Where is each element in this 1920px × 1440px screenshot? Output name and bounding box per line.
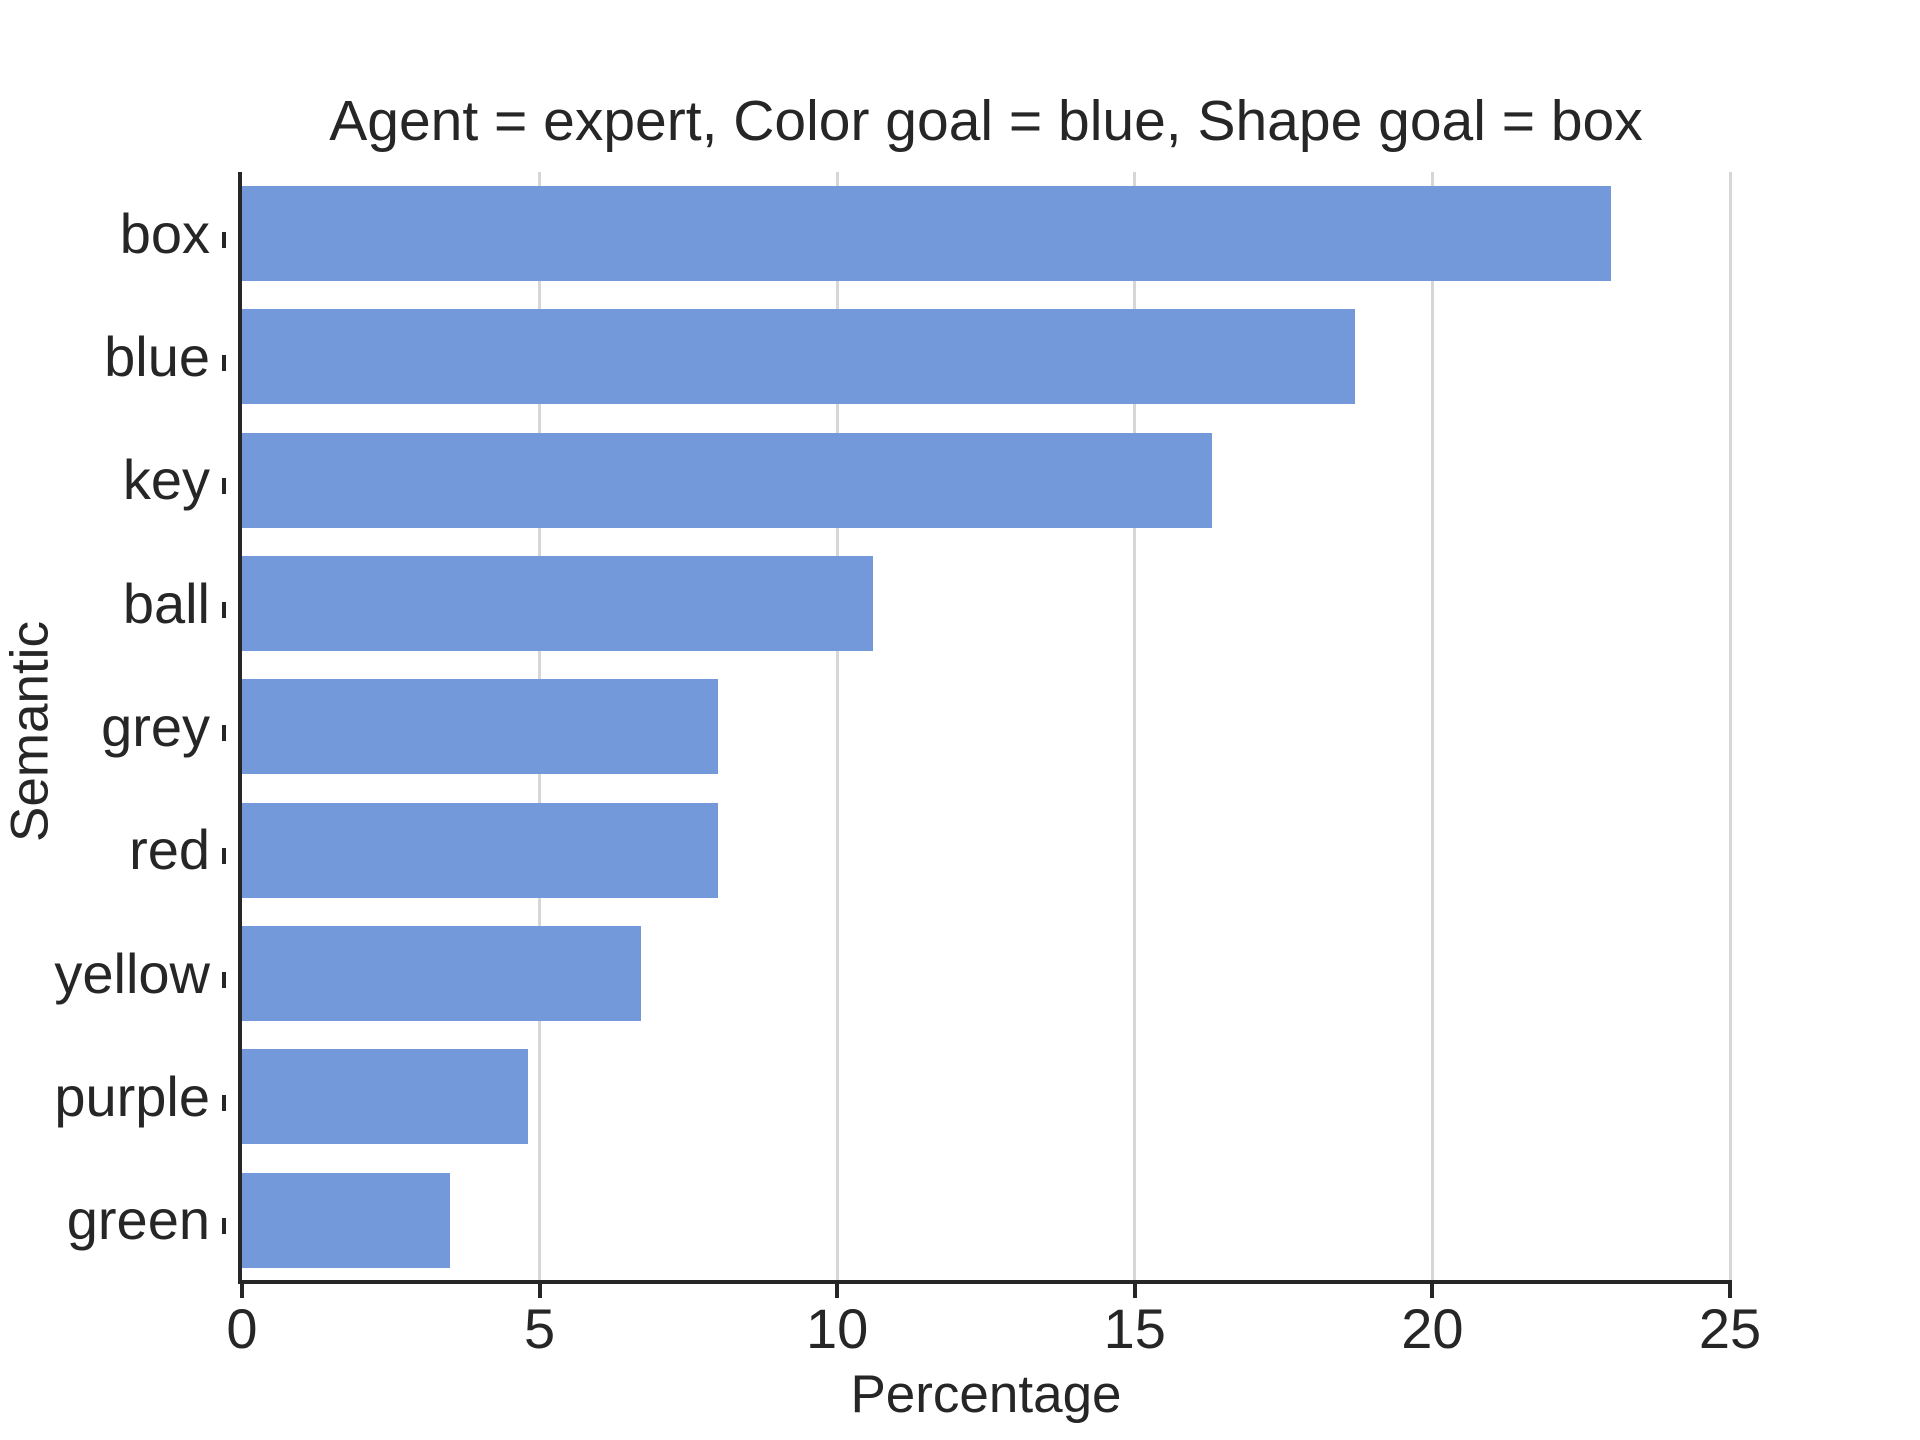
y-tick-mark [222, 848, 226, 865]
category-label-yellow: yellow [54, 941, 210, 1005]
bar-key [242, 432, 1213, 528]
y-tick-mark [222, 601, 226, 618]
x-tick-label: 20 [1401, 1297, 1464, 1360]
category-label-red: red [129, 818, 210, 882]
y-tick-mark [222, 1094, 226, 1111]
bar-box [242, 186, 1611, 282]
category-label-blue: blue [104, 324, 210, 388]
bar-red [242, 802, 719, 898]
y-axis-title: Semantic [0, 621, 60, 842]
y-tick-mark [222, 971, 226, 988]
category-label-grey: grey [101, 694, 210, 758]
category-label-key: key [122, 448, 210, 512]
gridline [1728, 172, 1732, 1282]
bar-purple [242, 1049, 528, 1145]
x-axis-title: Percentage [850, 1365, 1122, 1424]
gridline [1133, 172, 1137, 1282]
category-label-purple: purple [54, 1064, 210, 1128]
gridline [835, 172, 839, 1282]
y-tick-mark [222, 354, 226, 371]
x-tick-label: 0 [226, 1297, 258, 1360]
bar-yellow [242, 926, 641, 1022]
x-tick-mark [835, 1284, 840, 1298]
y-tick-mark [222, 478, 226, 495]
category-label-green: green [66, 1188, 210, 1252]
bar-green [242, 1172, 451, 1268]
x-tick-mark [240, 1284, 244, 1298]
x-tick-mark [537, 1284, 542, 1298]
category-label-box: box [119, 201, 210, 265]
y-tick-mark [222, 1218, 226, 1235]
category-label-ball: ball [122, 571, 210, 635]
x-tick-mark [1132, 1284, 1137, 1298]
y-axis-line [238, 172, 242, 1284]
chart-title: Agent = expert, Color goal = blue, Shape… [329, 89, 1643, 153]
x-tick-label: 25 [1698, 1297, 1762, 1360]
bar-grey [242, 679, 719, 775]
y-tick-mark [222, 724, 226, 741]
x-tick-label: 10 [806, 1297, 869, 1360]
bar-ball [242, 556, 873, 652]
x-tick-mark [1728, 1284, 1732, 1298]
x-tick-mark [1430, 1284, 1435, 1298]
x-axis-line [238, 1280, 1732, 1284]
x-tick-label: 15 [1103, 1297, 1166, 1360]
gridline [1430, 172, 1434, 1282]
y-tick-mark [222, 231, 226, 248]
bar-blue [242, 309, 1356, 405]
x-tick-label: 5 [524, 1297, 556, 1360]
